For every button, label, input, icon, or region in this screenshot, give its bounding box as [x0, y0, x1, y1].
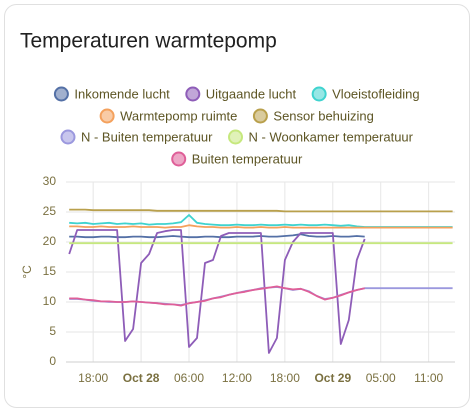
legend-marker — [185, 86, 201, 102]
y-axis-label: °C — [20, 265, 34, 279]
x-tick-label: 05:00 — [366, 371, 396, 385]
series-line — [69, 208, 453, 213]
legend-label: Inkomende lucht — [74, 86, 170, 101]
legend-label: Warmtepomp ruimte — [120, 108, 237, 123]
chart-title: Temperaturen warmtepomp — [20, 30, 277, 53]
x-tick-label: 18:00 — [270, 371, 300, 385]
legend-label: Buiten temperatuur — [192, 151, 303, 166]
x-tick-label: 12:00 — [222, 371, 252, 385]
legend-marker — [311, 86, 327, 102]
legend-label: Uitgaande lucht — [206, 86, 297, 101]
x-tick-label: 18:00 — [78, 371, 108, 385]
series-line — [69, 224, 453, 229]
legend-marker — [60, 129, 76, 145]
y-tick-label: 0 — [49, 354, 56, 368]
y-tick-label: 5 — [49, 324, 56, 338]
x-tick-label: 11:00 — [414, 371, 443, 385]
legend-label: Vloeistofleiding — [332, 86, 419, 101]
y-tick-label: 25 — [43, 204, 57, 218]
series-line — [68, 229, 366, 354]
legend-label: N - Buiten temperatuur — [81, 129, 213, 144]
x-tick-label: Oct 29 — [314, 371, 351, 385]
legend-marker — [171, 151, 187, 167]
y-tick-label: 20 — [43, 234, 57, 248]
x-tick-label: 06:00 — [174, 371, 204, 385]
y-tick-label: 15 — [43, 264, 57, 278]
y-tick-label: 10 — [43, 294, 57, 308]
legend-label: Sensor behuizing — [273, 108, 373, 123]
legend-marker — [228, 129, 244, 145]
legend-marker — [252, 108, 268, 124]
legend-marker — [99, 108, 115, 124]
y-tick-label: 30 — [43, 174, 57, 188]
x-tick-label: Oct 28 — [123, 371, 160, 385]
series-line — [69, 285, 365, 307]
legend-marker — [53, 86, 69, 102]
legend-label: N - Woonkamer temperatuur — [249, 129, 414, 144]
